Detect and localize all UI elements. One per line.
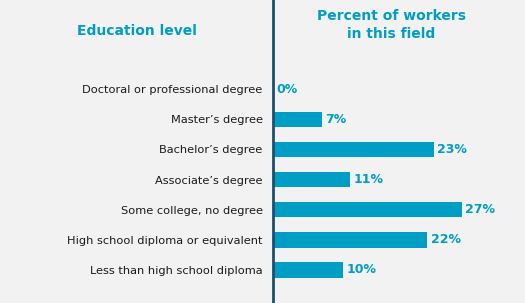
Text: 27%: 27% <box>466 203 496 216</box>
Text: 11%: 11% <box>353 173 383 186</box>
Text: Education level: Education level <box>77 24 196 38</box>
Text: Percent of workers
in this field: Percent of workers in this field <box>317 9 466 42</box>
Bar <box>273 142 434 157</box>
Bar <box>273 172 350 187</box>
Bar <box>273 112 322 127</box>
Bar <box>273 202 462 218</box>
Text: 0%: 0% <box>277 83 298 96</box>
Text: 10%: 10% <box>346 263 376 276</box>
Text: 22%: 22% <box>430 233 460 246</box>
Text: 7%: 7% <box>326 113 346 126</box>
Bar <box>273 262 343 278</box>
Bar <box>273 232 427 248</box>
Text: 23%: 23% <box>437 143 467 156</box>
